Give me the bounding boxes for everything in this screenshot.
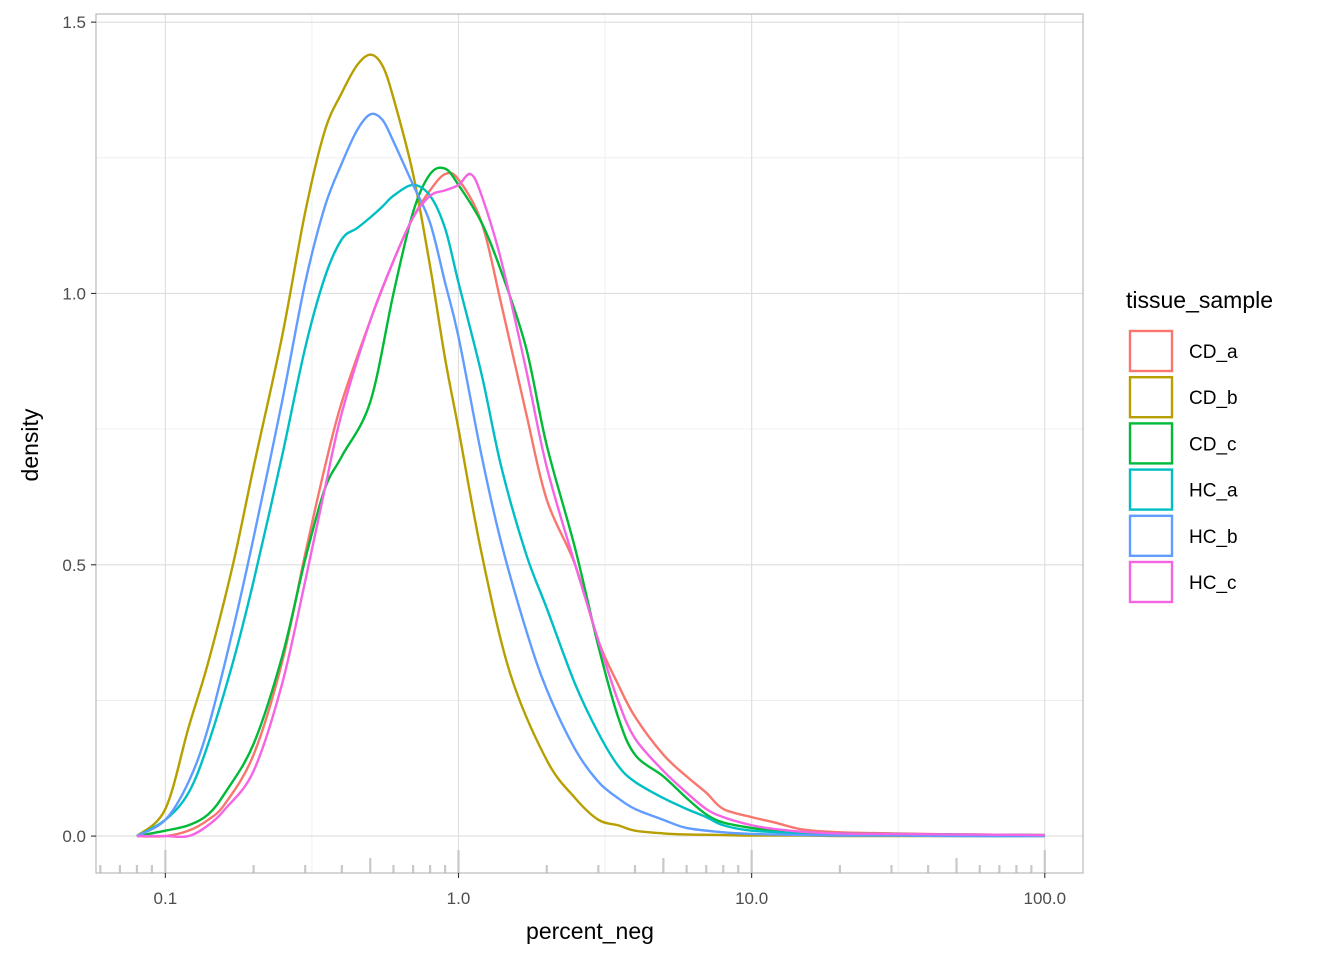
y-tick-label: 0.0 [62,827,86,846]
legend-label: HC_b [1189,527,1238,548]
legend-key [1128,376,1174,419]
x-tick-label: 0.1 [154,889,178,908]
legend-label: CD_a [1189,342,1238,363]
legend-item-hc-c: HC_c [1128,560,1237,604]
legend-item-cd-b: CD_b [1128,376,1238,419]
density-curves [136,53,1045,839]
x-axis-title: percent_neg [526,918,654,944]
legend-key [1128,329,1174,373]
density-line-cd-b [136,53,1045,838]
grid-lines [96,14,1083,873]
legend-item-hc-b: HC_b [1128,514,1238,557]
y-axis-title: density [17,408,43,481]
density-line-cd-a [136,171,1045,838]
legend-label: HC_a [1189,481,1238,502]
plot-panel-border [95,13,1084,874]
legend: tissue_sample CD_a CD_b CD_c HC_a HC_b HC_c [1126,287,1273,604]
legend-key [1128,514,1174,557]
plot-panel [96,14,1083,873]
density-line-cd-c [136,166,1045,838]
legend-item-cd-c: CD_c [1128,422,1237,465]
y-tick-label: 1.0 [62,284,86,303]
density-line-hc-a [136,183,1045,838]
x-tick-label: 10.0 [735,889,768,908]
legend-key [1128,560,1174,604]
density-line-hc-c [136,172,1045,839]
legend-item-hc-a: HC_a [1128,468,1238,511]
legend-key [1128,468,1174,511]
rug-ticks [99,850,1046,873]
y-tick-label: 1.5 [62,13,86,32]
y-axis-ticks: 0.0 0.5 1.0 1.5 [62,13,96,846]
legend-title: tissue_sample [1126,287,1273,313]
legend-label: CD_c [1189,434,1237,455]
x-tick-label: 100.0 [1024,889,1067,908]
legend-item-cd-a: CD_a [1128,329,1238,373]
legend-label: CD_b [1189,388,1238,409]
density-line-hc-b [136,112,1045,838]
legend-label: HC_c [1189,573,1237,594]
x-tick-label: 1.0 [447,889,471,908]
y-tick-label: 0.5 [62,556,86,575]
legend-key [1128,422,1174,465]
x-axis-ticks: 0.1 1.0 10.0 100.0 [154,873,1067,908]
